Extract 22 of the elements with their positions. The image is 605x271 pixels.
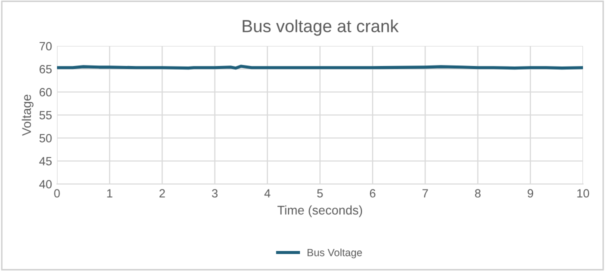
x-tick-label: 2: [160, 189, 165, 198]
chart-title: Bus voltage at crank: [242, 20, 399, 36]
x-axis-title: Time (seconds): [277, 205, 362, 218]
x-tick-label: 5: [317, 189, 323, 198]
y-tick-label: 50: [39, 134, 52, 142]
x-tick-label: 9: [528, 189, 534, 198]
x-tick-label: 7: [422, 189, 428, 198]
y-tick-label: 65: [40, 65, 52, 74]
x-tick-label: 4: [264, 189, 270, 198]
y-tick-label: 55: [39, 111, 52, 120]
y-tick-label: 45: [39, 157, 52, 166]
y-tick-label: 70: [40, 42, 52, 50]
x-tick-label: 1: [107, 189, 112, 198]
y-tick-label: 40: [39, 180, 52, 188]
x-tick-label: 3: [212, 189, 218, 198]
legend-label: Bus Voltage: [308, 248, 362, 258]
x-tick-label: 0: [54, 189, 60, 198]
x-tick-label: 8: [475, 189, 481, 198]
x-tick-label: 6: [370, 189, 376, 198]
y-tick-label: 60: [40, 88, 52, 96]
y-axis-title: Voltage: [22, 94, 34, 136]
x-tick-label: 10: [577, 189, 590, 198]
